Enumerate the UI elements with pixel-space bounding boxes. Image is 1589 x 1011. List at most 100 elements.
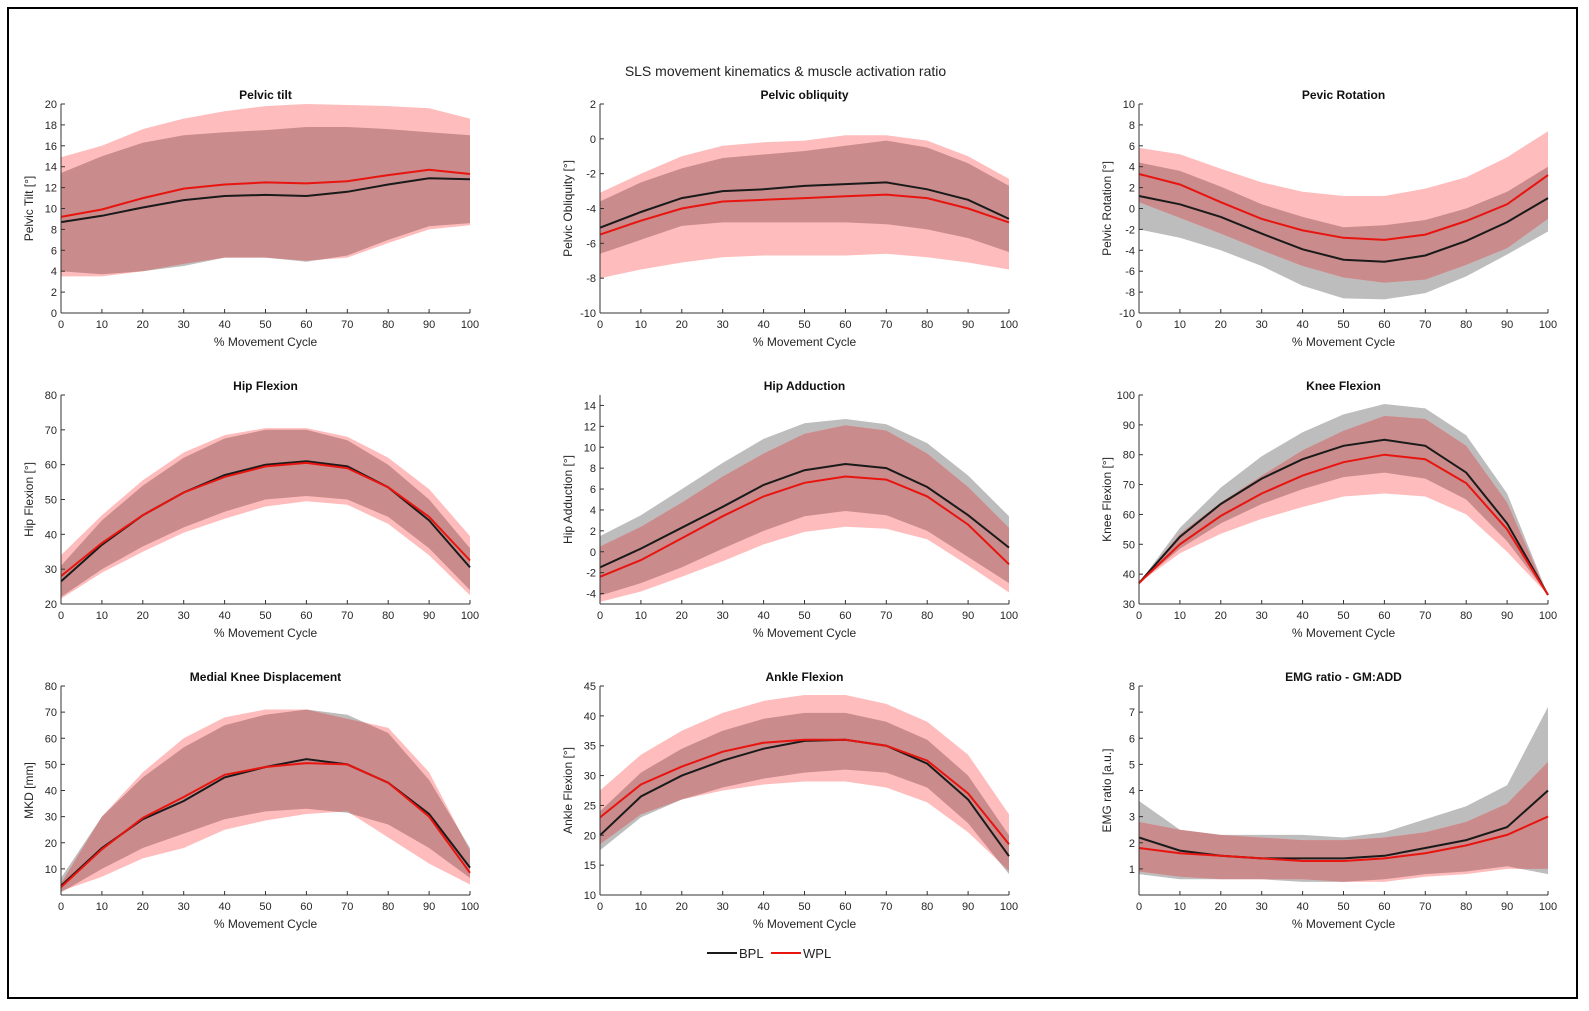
y-tick-label: 6: [1129, 141, 1135, 153]
x-tick-label: 10: [96, 901, 108, 913]
x-tick-label: 80: [921, 319, 933, 331]
y-tick-label: 90: [1123, 420, 1135, 432]
figure-frame: [7, 7, 1578, 999]
x-tick-label: 40: [1296, 610, 1308, 622]
x-tick-label: 20: [137, 319, 149, 331]
y-tick-label: 12: [584, 421, 596, 433]
x-tick-label: 60: [300, 319, 312, 331]
x-tick-label: 70: [1419, 610, 1431, 622]
x-axis-label: % Movement Cycle: [214, 626, 318, 640]
y-tick-label: 7: [1129, 707, 1135, 719]
x-tick-label: 90: [423, 901, 435, 913]
y-tick-label: 2: [1129, 183, 1135, 195]
x-axis-label: % Movement Cycle: [1292, 626, 1396, 640]
y-tick-label: 30: [45, 564, 57, 576]
x-tick-label: 100: [1000, 901, 1018, 913]
bpl-line: [599, 738, 1010, 857]
x-tick-label: 100: [461, 610, 479, 622]
x-tick-label: 90: [1501, 319, 1513, 331]
x-tick-label: 20: [137, 901, 149, 913]
x-tick-label: 10: [1174, 319, 1186, 331]
x-tick-label: 70: [341, 319, 353, 331]
x-tick-label: 90: [1501, 610, 1513, 622]
x-axis-label: % Movement Cycle: [214, 335, 318, 349]
x-tick-label: 0: [1136, 901, 1142, 913]
y-tick-label: 0: [1129, 204, 1135, 216]
chart-title: EMG ratio - GM:ADD: [1285, 670, 1402, 684]
x-tick-label: 80: [1460, 319, 1472, 331]
y-tick-label: 5: [1129, 759, 1135, 771]
legend: BPL WPL: [707, 946, 831, 961]
x-tick-label: 30: [1256, 319, 1268, 331]
y-tick-label: 10: [45, 864, 57, 876]
y-tick-label: 6: [590, 484, 596, 496]
y-tick-label: 0: [590, 134, 596, 146]
x-tick-label: 30: [178, 319, 190, 331]
y-tick-label: 70: [1123, 480, 1135, 492]
x-tick-label: 50: [1337, 901, 1349, 913]
y-tick-label: 0: [590, 547, 596, 559]
y-tick-label: 4: [51, 266, 57, 278]
x-tick-label: 70: [880, 319, 892, 331]
y-tick-label: -6: [586, 238, 596, 250]
x-tick-label: 50: [259, 901, 271, 913]
x-tick-label: 50: [259, 319, 271, 331]
chart-panel: 10 20 30 40 50 60 70 80 0 10 20 30 40 50 60 70 80 90 100 Me…: [22, 670, 479, 931]
x-tick-label: 60: [839, 610, 851, 622]
x-tick-label: 50: [798, 901, 810, 913]
x-tick-label: 60: [300, 901, 312, 913]
bpl-line: [1138, 438, 1549, 596]
overlap-band: [61, 709, 470, 892]
chart-title: Hip Adduction: [764, 379, 846, 393]
x-tick-label: 60: [300, 610, 312, 622]
y-tick-label: 1: [1129, 864, 1135, 876]
chart-title: Knee Flexion: [1306, 379, 1381, 393]
wpl-line: [599, 475, 1010, 578]
y-tick-label: 16: [45, 141, 57, 153]
y-tick-label: 4: [590, 505, 596, 517]
x-tick-label: 80: [382, 901, 394, 913]
y-tick-label: 10: [584, 442, 596, 454]
x-tick-label: 100: [1539, 610, 1557, 622]
y-tick-label: 8: [1129, 120, 1135, 132]
x-tick-label: 0: [597, 610, 603, 622]
y-axis-label: Pelvic Tilt [°]: [22, 176, 36, 241]
y-tick-label: 40: [1123, 569, 1135, 581]
overlap-band: [600, 712, 1009, 872]
y-tick-label: -10: [1119, 308, 1135, 320]
x-tick-label: 10: [1174, 610, 1186, 622]
x-tick-label: 20: [676, 319, 688, 331]
x-tick-label: 70: [1419, 319, 1431, 331]
x-tick-label: 20: [676, 610, 688, 622]
y-tick-label: 20: [45, 99, 57, 111]
y-tick-label: 0: [51, 308, 57, 320]
x-tick-label: 40: [1296, 901, 1308, 913]
x-tick-label: 0: [597, 319, 603, 331]
x-tick-label: 30: [178, 901, 190, 913]
x-tick-label: 100: [1539, 901, 1557, 913]
x-tick-label: 0: [1136, 610, 1142, 622]
y-tick-label: 70: [45, 425, 57, 437]
chart-title: Pelvic tilt: [239, 88, 292, 102]
x-tick-label: 50: [798, 319, 810, 331]
chart-title: Medial Knee Displacement: [190, 670, 341, 684]
x-tick-label: 70: [341, 901, 353, 913]
y-tick-label: 80: [45, 390, 57, 402]
y-tick-label: 40: [45, 529, 57, 541]
y-tick-label: 50: [45, 495, 57, 507]
y-axis-label: EMG ratio [a.u.]: [1100, 748, 1114, 832]
y-axis-label: Hip Adduction [°]: [561, 455, 575, 544]
overlap-band: [61, 429, 470, 597]
y-tick-label: 10: [1123, 99, 1135, 111]
x-tick-label: 90: [962, 901, 974, 913]
x-tick-label: 0: [58, 319, 64, 331]
y-tick-label: 15: [584, 860, 596, 872]
overlap-band: [1139, 415, 1548, 595]
wpl-line: [60, 168, 471, 218]
x-tick-label: 40: [218, 319, 230, 331]
x-tick-label: 60: [1378, 319, 1390, 331]
x-tick-label: 10: [635, 901, 647, 913]
y-axis-label: Pelvic Rotation [°]: [1100, 161, 1114, 256]
x-axis-label: % Movement Cycle: [214, 917, 318, 931]
